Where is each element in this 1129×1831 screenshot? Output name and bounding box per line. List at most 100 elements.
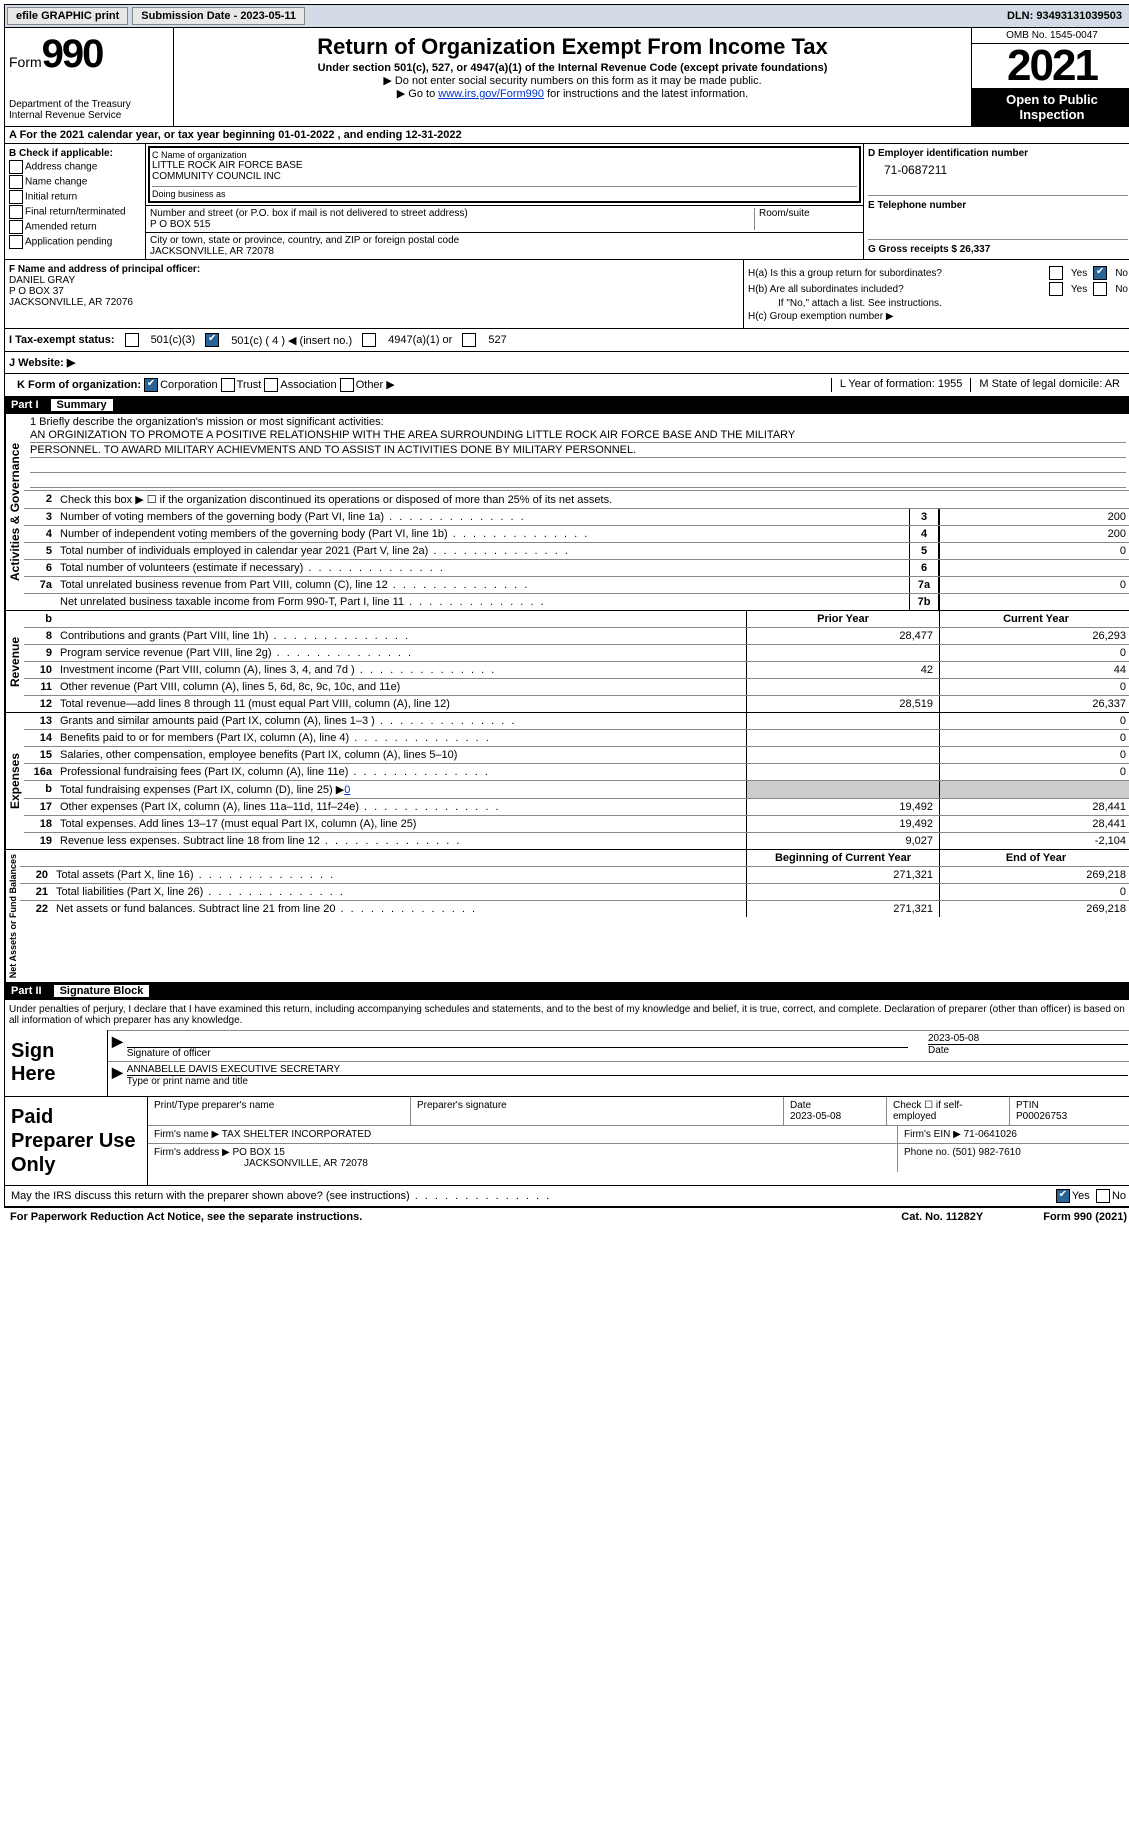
discuss-no: No: [1112, 1190, 1126, 1202]
l14-text: Benefits paid to or for members (Part IX…: [56, 730, 746, 746]
l20-begin: 271,321: [746, 867, 939, 883]
l9-prior: [746, 645, 939, 661]
perjury-declaration: Under penalties of perjury, I declare th…: [5, 1000, 1129, 1030]
l16a-prior: [746, 764, 939, 780]
officer-group-row: F Name and address of principal officer:…: [4, 260, 1129, 329]
tax-status-row: I Tax-exempt status: 501(c)(3) ✔501(c) (…: [4, 329, 1129, 352]
ha-no: No: [1115, 268, 1128, 279]
hb-no: No: [1115, 284, 1128, 295]
line5-text: Total number of individuals employed in …: [56, 543, 909, 559]
l8-prior: 28,477: [746, 628, 939, 644]
l16b-grey2: [939, 781, 1129, 798]
vtab-expenses: Expenses: [5, 713, 24, 849]
hb-yes: Yes: [1071, 284, 1087, 295]
chk-address-change[interactable]: Address change: [9, 160, 141, 174]
submission-date-button[interactable]: Submission Date - 2023-05-11: [132, 7, 305, 25]
sig-officer-label: Signature of officer: [127, 1048, 211, 1059]
m-state: M State of legal domicile: AR: [970, 378, 1128, 392]
chk-amended[interactable]: Amended return: [9, 220, 141, 234]
sig-date-label: Date: [928, 1045, 949, 1056]
discuss-label: May the IRS discuss this return with the…: [11, 1190, 1056, 1202]
mission-blank2: [30, 473, 1126, 488]
col-current: Current Year: [939, 611, 1129, 627]
l8-text: Contributions and grants (Part VIII, lin…: [56, 628, 746, 644]
section-f: F Name and address of principal officer:…: [5, 260, 744, 328]
prep-sig-label: Preparer's signature: [411, 1097, 784, 1125]
mission-line1: AN ORGINIZATION TO PROMOTE A POSITIVE RE…: [30, 428, 1126, 443]
ptin-label: PTIN: [1016, 1100, 1039, 1111]
officer-name: DANIEL GRAY: [9, 275, 739, 286]
discuss-no-checkbox[interactable]: [1096, 1189, 1110, 1203]
street-value: P O BOX 515: [150, 219, 754, 230]
hb-label: H(b) Are all subordinates included?: [748, 284, 1043, 295]
firm-name-label: Firm's name ▶: [154, 1129, 219, 1140]
section-h: H(a) Is this a group return for subordin…: [744, 260, 1129, 328]
l15-prior: [746, 747, 939, 763]
l19-text: Revenue less expenses. Subtract line 18 …: [56, 833, 746, 849]
firm-ein-label: Firm's EIN ▶: [904, 1129, 961, 1140]
l16b-grey1: [746, 781, 939, 798]
k-assoc: Association: [280, 379, 336, 391]
l20-text: Total assets (Part X, line 16): [52, 867, 746, 883]
l17-curr: 28,441: [939, 799, 1129, 815]
goto-note: ▶ Go to www.irs.gov/Form990 for instruct…: [178, 87, 967, 100]
irs-label: Internal Revenue Service: [9, 110, 169, 121]
officer-addr1: P O BOX 37: [9, 286, 739, 297]
mission-blank1: [30, 458, 1126, 473]
org-name-1: LITTLE ROCK AIR FORCE BASE: [152, 160, 857, 171]
discuss-yes-checkbox[interactable]: ✔: [1056, 1189, 1070, 1203]
l11-prior: [746, 679, 939, 695]
l21-text: Total liabilities (Part X, line 26): [52, 884, 746, 900]
chk-final-return[interactable]: Final return/terminated: [9, 205, 141, 219]
l-year-formation: L Year of formation: 1955: [831, 378, 971, 392]
org-name-2: COMMUNITY COUNCIL INC: [152, 171, 857, 182]
k-other: Other ▶: [356, 379, 395, 391]
form-number-digits: 990: [42, 32, 103, 76]
open-to-public: Open to Public Inspection: [972, 88, 1129, 126]
footer-bottom: For Paperwork Reduction Act Notice, see …: [4, 1207, 1129, 1226]
firm-phone: (501) 982-7610: [952, 1147, 1020, 1158]
l10-curr: 44: [939, 662, 1129, 678]
ts-501c: 501(c) ( 4 ) ◀ (insert no.): [231, 334, 352, 347]
col-prior: Prior Year: [746, 611, 939, 627]
form-subtitle: Under section 501(c), 527, or 4947(a)(1)…: [178, 62, 967, 74]
l12-prior: 28,519: [746, 696, 939, 712]
ein-value: 71-0687211: [884, 163, 1128, 177]
line4-text: Number of independent voting members of …: [56, 526, 909, 542]
efile-print-button[interactable]: efile GRAPHIC print: [7, 7, 128, 25]
section-d: D Employer identification number 71-0687…: [863, 144, 1129, 259]
part1-title: Summary: [51, 399, 113, 411]
ts-4947: 4947(a)(1) or: [388, 334, 452, 346]
ptin-value: P00026753: [1016, 1111, 1067, 1122]
chk-initial-return[interactable]: Initial return: [9, 190, 141, 204]
l19-prior: 9,027: [746, 833, 939, 849]
l16a-curr: 0: [939, 764, 1129, 780]
vtab-revenue: Revenue: [5, 611, 24, 712]
line6-val: [939, 560, 1129, 576]
k-label: K Form of organization:: [17, 379, 141, 391]
l12-curr: 26,337: [939, 696, 1129, 712]
vtab-netassets: Net Assets or Fund Balances: [5, 850, 20, 982]
prep-print-label: Print/Type preparer's name: [148, 1097, 411, 1125]
l17-prior: 19,492: [746, 799, 939, 815]
street-label: Number and street (or P.O. box if mail i…: [150, 208, 754, 219]
col-begin: Beginning of Current Year: [746, 850, 939, 866]
chk-pending[interactable]: Application pending: [9, 235, 141, 249]
hc-label: H(c) Group exemption number ▶: [748, 311, 894, 322]
l16a-text: Professional fundraising fees (Part IX, …: [56, 764, 746, 780]
k-corp: Corporation: [160, 379, 217, 391]
firm-ein: 71-0641026: [964, 1129, 1017, 1140]
line7b-val: [939, 594, 1129, 610]
form-prefix: Form: [9, 54, 42, 70]
prep-date-label: Date: [790, 1100, 811, 1111]
section-b-label: B Check if applicable:: [9, 148, 141, 159]
goto-suffix: for instructions and the latest informat…: [544, 88, 748, 100]
l19-curr: -2,104: [939, 833, 1129, 849]
goto-prefix: ▶ Go to: [397, 88, 438, 100]
dept-treasury: Department of the Treasury: [9, 99, 169, 110]
tax-year: 2021: [972, 44, 1129, 88]
chk-name-change[interactable]: Name change: [9, 175, 141, 189]
irs-link[interactable]: www.irs.gov/Form990: [438, 88, 544, 100]
l21-end: 0: [939, 884, 1129, 900]
website-row: J Website: ▶: [4, 352, 1129, 374]
